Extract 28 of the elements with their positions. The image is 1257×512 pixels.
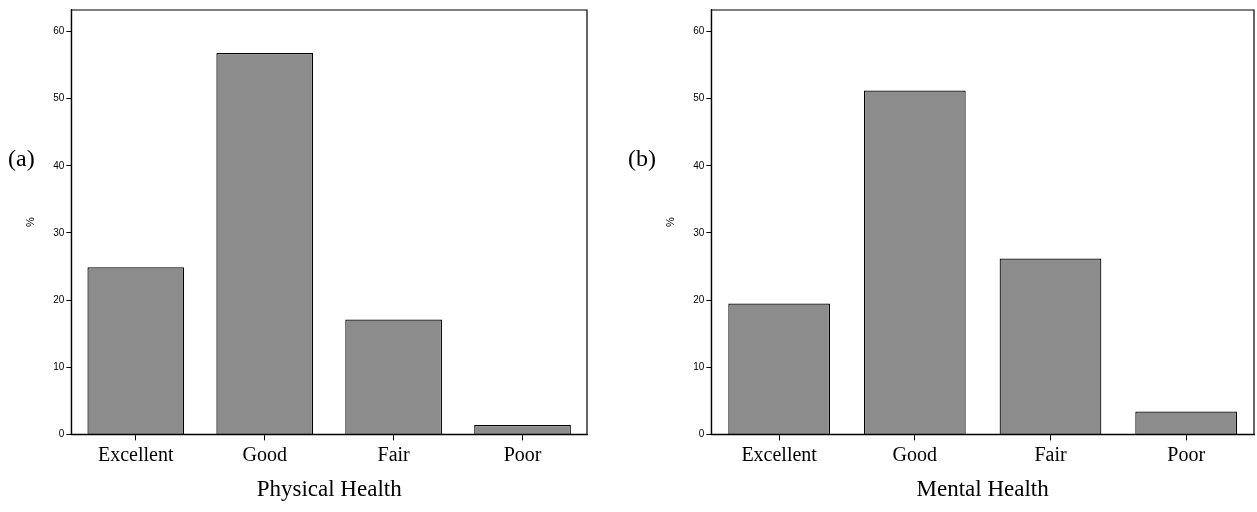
y-axis-title: % [23,217,36,228]
y-tick-label: 60 [693,25,705,37]
y-tick-label: 20 [693,293,705,305]
y-tick-label: 30 [693,226,705,238]
y-tick-label: 60 [53,25,65,37]
x-axis-title: Mental Health [916,476,1050,502]
x-tick-label: Poor [503,442,542,465]
y-tick-label: 30 [53,226,65,238]
y-tick-label: 0 [698,428,705,440]
y-tick-label: 40 [693,159,705,171]
x-tick-label: Excellent [741,442,818,465]
x-tick-label: Excellent [98,442,174,465]
text: (a) [8,145,35,172]
x-tick-label: Poor [1167,442,1206,465]
x-tick-label: Fair [377,442,411,465]
x-tick-label: Fair [1034,442,1067,465]
y-tick-label: 40 [53,159,65,171]
y-tick-label: 50 [53,92,65,104]
y-tick-label: 20 [53,293,65,305]
y-tick-label: 10 [53,361,65,372]
x-tick-label: Good [242,442,287,465]
y-tick-label: 0 [58,428,65,440]
text: (b) [628,145,656,172]
y-tick-label: 50 [693,92,705,104]
x-tick-label: Good [892,442,938,465]
x-axis-title: Physical Health [256,476,403,502]
y-axis-title: % [663,217,676,228]
y-tick-label: 10 [693,361,705,372]
